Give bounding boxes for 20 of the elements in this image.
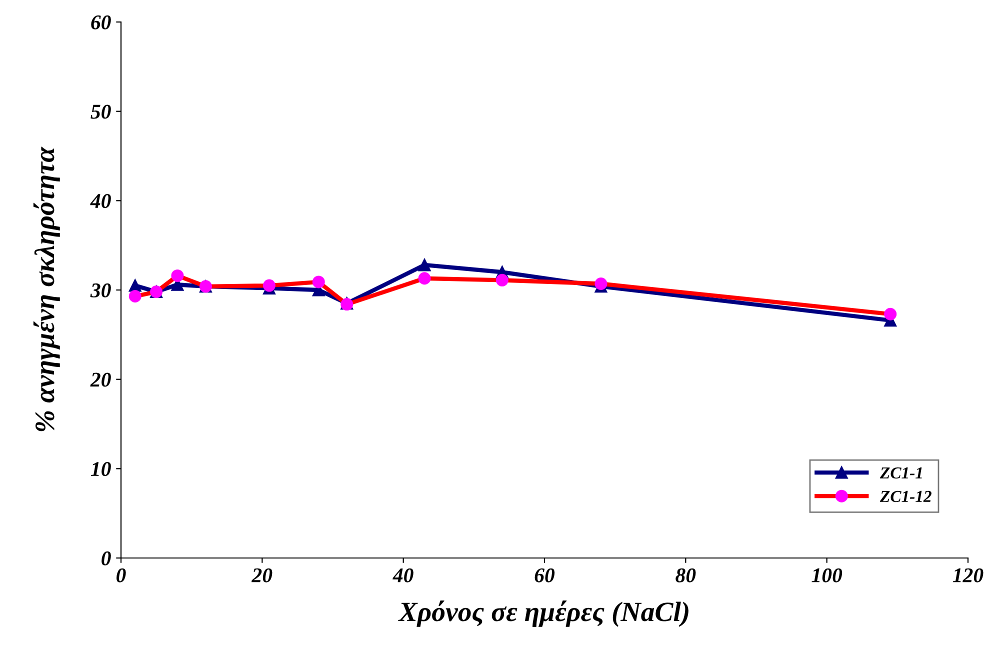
legend-label: ZC1-1 bbox=[880, 467, 922, 479]
legend-label: ZC1-12 bbox=[880, 490, 932, 502]
x-axis-title: Χρόνος σε ημέρες (NaCl) bbox=[398, 600, 688, 627]
y-tick-label: 30 bbox=[90, 283, 111, 298]
x-tick-label: 120 bbox=[952, 568, 984, 582]
x-tick-label: 100 bbox=[812, 568, 842, 582]
y-tick-label: 50 bbox=[90, 104, 111, 119]
x-tick-label: 20 bbox=[251, 568, 272, 582]
y-tick-label: 60 bbox=[91, 15, 111, 30]
y-tick-label: 10 bbox=[90, 462, 111, 476]
x-tick-label: 80 bbox=[676, 568, 696, 582]
x-tick-label: 60 bbox=[534, 568, 555, 582]
point bbox=[418, 258, 431, 272]
y-tick-label: 40 bbox=[90, 194, 111, 208]
y-tick-label: 20 bbox=[90, 372, 111, 387]
x-tick-label: 0 bbox=[116, 568, 126, 582]
y-axis-title: % ανηγμένη σκληρότητα bbox=[33, 146, 60, 432]
x-tick-label: 40 bbox=[392, 568, 414, 582]
point bbox=[128, 279, 142, 292]
y-tick-label: 0 bbox=[102, 551, 111, 566]
